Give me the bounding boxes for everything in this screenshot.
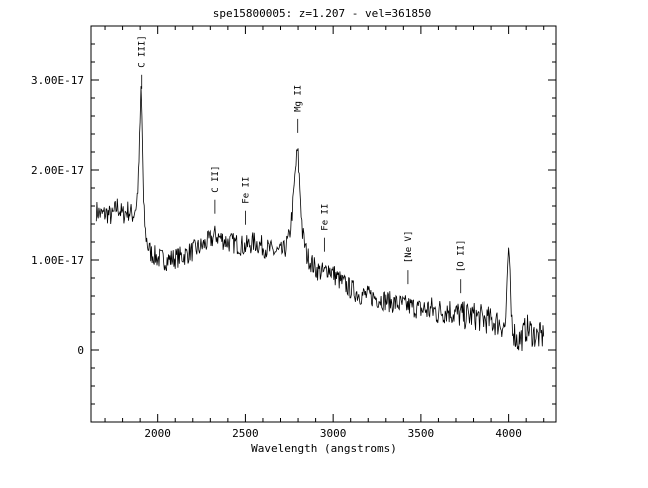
y-tick-label: 3.00E-17: [31, 74, 84, 87]
y-tick-label: 1.00E-17: [31, 254, 84, 267]
y-tick-label: 2.00E-17: [31, 164, 84, 177]
line-label: Fe II: [241, 177, 251, 204]
line-label: Mg II: [294, 85, 304, 112]
x-axis-title: Wavelength (angstroms): [251, 442, 397, 455]
spectrum-line: [95, 86, 545, 352]
line-label: Fe II: [320, 204, 330, 231]
line-label: C III]: [138, 35, 148, 68]
line-label: C II]: [211, 166, 221, 193]
x-tick-label: 3000: [320, 427, 347, 440]
line-label: [O II]: [457, 240, 467, 273]
plot-area: 2000 2500 3000 3500 4000 0 1.00E-17 2.00E-17 3.0…: [31, 25, 557, 440]
y-tick-label: 0: [77, 344, 84, 357]
chart-title: spe15800005: z=1.207 - vel=361850: [213, 7, 432, 20]
x-tick-label: 2000: [144, 427, 171, 440]
line-label: [Ne V]: [404, 231, 414, 264]
x-tick-label: 3500: [408, 427, 435, 440]
x-tick-label: 4000: [495, 427, 522, 440]
x-tick-label: 2500: [232, 427, 259, 440]
